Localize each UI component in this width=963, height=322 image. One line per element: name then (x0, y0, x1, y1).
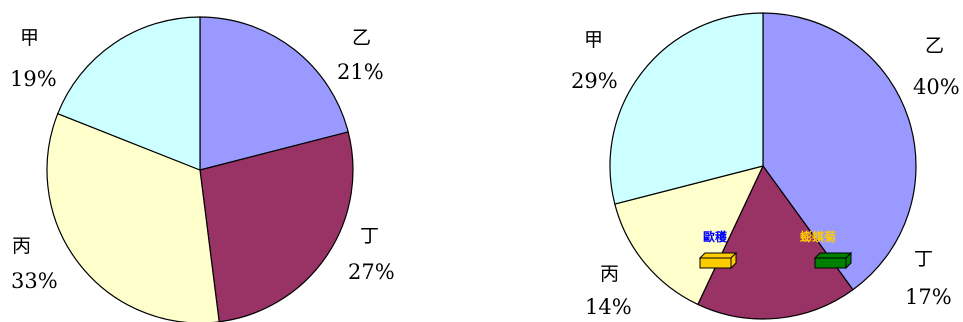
pie-left-label-bing: 丙 (12, 235, 31, 257)
annotation-text-1: 歐穫 (703, 229, 728, 244)
pie-right-label-yi: 乙 (925, 35, 944, 57)
pie-right-slice-0 (762, 12, 917, 291)
pie-chart-right (609, 12, 917, 320)
pie-right-label-ding: 丁 (914, 248, 933, 270)
pie-left-slice-3 (56, 16, 201, 171)
annotation-box-1 (698, 251, 738, 270)
pie-left-label-jia: 甲 (20, 27, 39, 49)
pie-chart-left (46, 16, 354, 322)
pie-right-pct-bing: 14% (585, 295, 632, 319)
annotation-text-2: 蟛蜞菊 (800, 229, 836, 244)
pie-right-label-bing: 丙 (600, 263, 619, 285)
pie-left-label-yi: 乙 (352, 27, 371, 49)
pie-left-pct-ding: 27% (348, 260, 395, 284)
pie-left-slice-0 (199, 16, 349, 171)
pie-right-pct-yi: 40% (913, 75, 960, 99)
pie-right-pct-ding: 17% (905, 285, 952, 309)
pie-left-slice-1 (199, 131, 354, 322)
pie-right-slice-3 (609, 12, 764, 205)
pie-right-slice-2 (614, 165, 765, 306)
annotation-box-2 (813, 251, 853, 270)
pie-right-label-jia: 甲 (584, 29, 603, 51)
pie-left-pct-bing: 33% (11, 269, 58, 293)
pie-left-pct-jia: 19% (10, 67, 57, 91)
pie-left-pct-yi: 21% (337, 60, 384, 84)
pie-right-pct-jia: 29% (571, 69, 618, 93)
pie-left-label-ding: 丁 (360, 225, 379, 247)
pie-right-slice-1 (697, 164, 854, 320)
